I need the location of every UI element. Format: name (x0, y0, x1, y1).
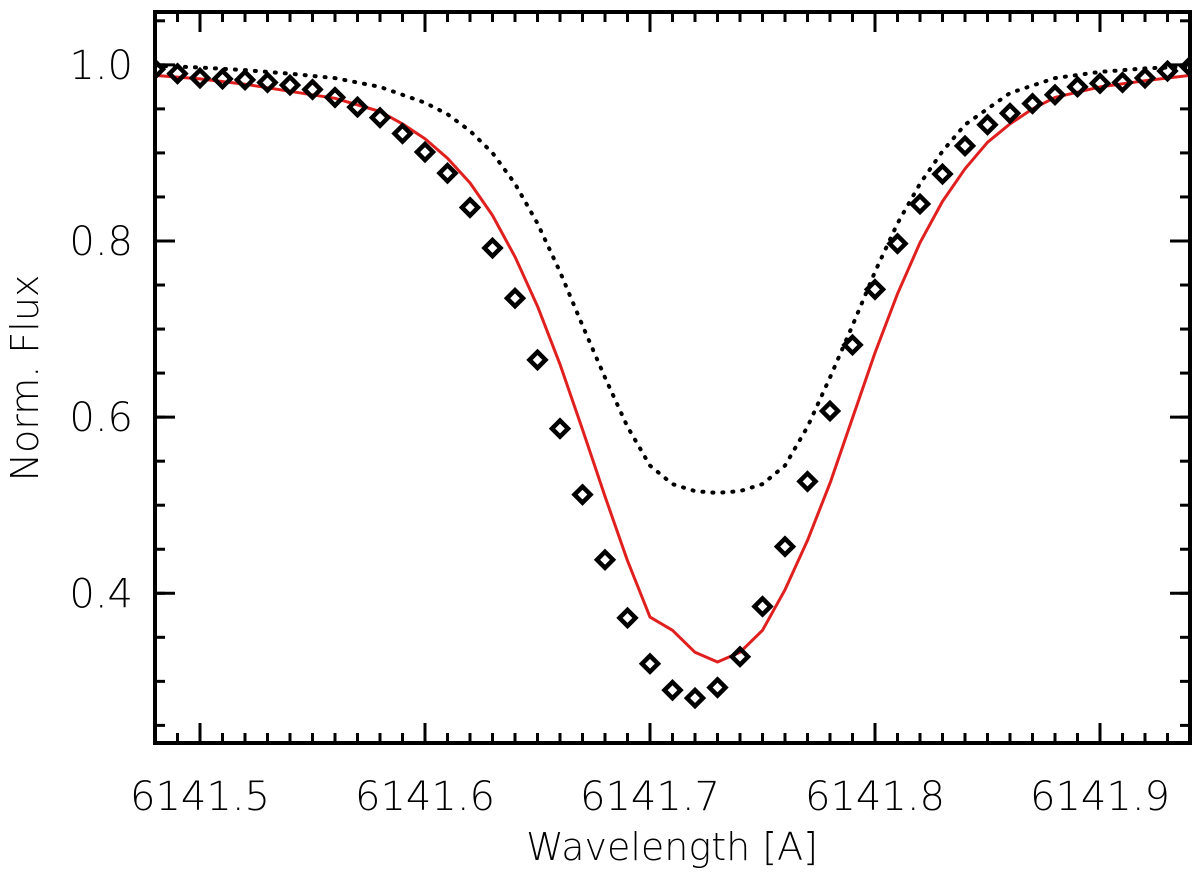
data-point-marker (481, 236, 504, 260)
data-point-marker (841, 333, 864, 357)
data-point-marker (773, 535, 797, 558)
data-point-marker (908, 192, 932, 216)
data-point-marker (976, 113, 999, 136)
plot-frame (153, 10, 1192, 745)
data-point-marker (1066, 75, 1089, 99)
data-point-marker (548, 417, 572, 440)
plot-area (155, 55, 1190, 710)
data-point-marker (818, 399, 842, 423)
data-point-marker (368, 106, 392, 129)
data-point-marker (166, 62, 189, 85)
data-point-marker (931, 162, 954, 186)
data-point-marker (301, 78, 324, 101)
y-axis-label: Norm. Flux (3, 275, 47, 482)
data-point-marker (155, 58, 167, 81)
data-point-marker (751, 595, 774, 618)
data-point-marker (346, 95, 369, 119)
major-ticks (155, 12, 1190, 743)
data-point-marker (458, 196, 482, 219)
data-point-marker (1111, 71, 1134, 94)
data-point-marker (706, 676, 729, 699)
data-point-marker (593, 548, 617, 571)
data-point-marker (1021, 92, 1044, 115)
x-tick-labels: 6141.5 6141.6 6141.7 6141.8 6141.9 (130, 774, 1170, 820)
data-point-marker (233, 68, 257, 91)
data-point-marker (728, 645, 752, 668)
y-tick-label: 0.8 (69, 219, 133, 265)
data-point-marker (278, 73, 302, 97)
y-tick-label: 0.4 (69, 571, 133, 617)
x-tick-label: 6141.5 (130, 774, 270, 820)
red-model-curve (155, 73, 1190, 664)
data-point-marker (571, 483, 594, 506)
y-tick-label: 0.6 (69, 395, 133, 441)
x-tick-label: 6141.7 (580, 774, 720, 820)
data-point-marker (391, 122, 414, 145)
data-point-marker (683, 686, 707, 710)
minor-ticks (153, 12, 1192, 743)
observed-data-markers (155, 55, 1190, 710)
data-point-marker (1156, 59, 1179, 83)
data-point-marker (1178, 55, 1190, 78)
x-axis-label: Wavelength [A] (526, 825, 818, 869)
data-point-marker (998, 102, 1022, 125)
data-point-marker (413, 140, 437, 164)
x-tick-label: 6141.9 (1030, 774, 1170, 820)
y-tick-labels: 0.4 0.6 0.8 1.0 (69, 43, 133, 617)
data-point-marker (953, 134, 977, 158)
data-point-marker (1088, 72, 1112, 95)
data-point-marker (211, 67, 234, 91)
data-point-marker (188, 66, 212, 90)
data-point-marker (616, 606, 639, 630)
data-point-marker (661, 678, 684, 702)
data-point-marker (436, 161, 459, 185)
data-point-marker (503, 287, 527, 310)
data-point-marker (1043, 83, 1067, 106)
data-point-marker (886, 232, 909, 255)
dotted-model-curve (155, 63, 1190, 495)
data-point-marker (638, 652, 662, 675)
y-tick-label: 1.0 (69, 43, 133, 89)
data-point-marker (526, 348, 549, 372)
data-point-marker (796, 470, 819, 493)
data-point-marker (863, 278, 887, 301)
data-point-marker (1133, 66, 1157, 90)
x-tick-label: 6141.8 (805, 774, 945, 820)
x-tick-label: 6141.6 (355, 774, 495, 820)
data-point-marker (256, 71, 279, 94)
data-point-marker (323, 86, 347, 109)
